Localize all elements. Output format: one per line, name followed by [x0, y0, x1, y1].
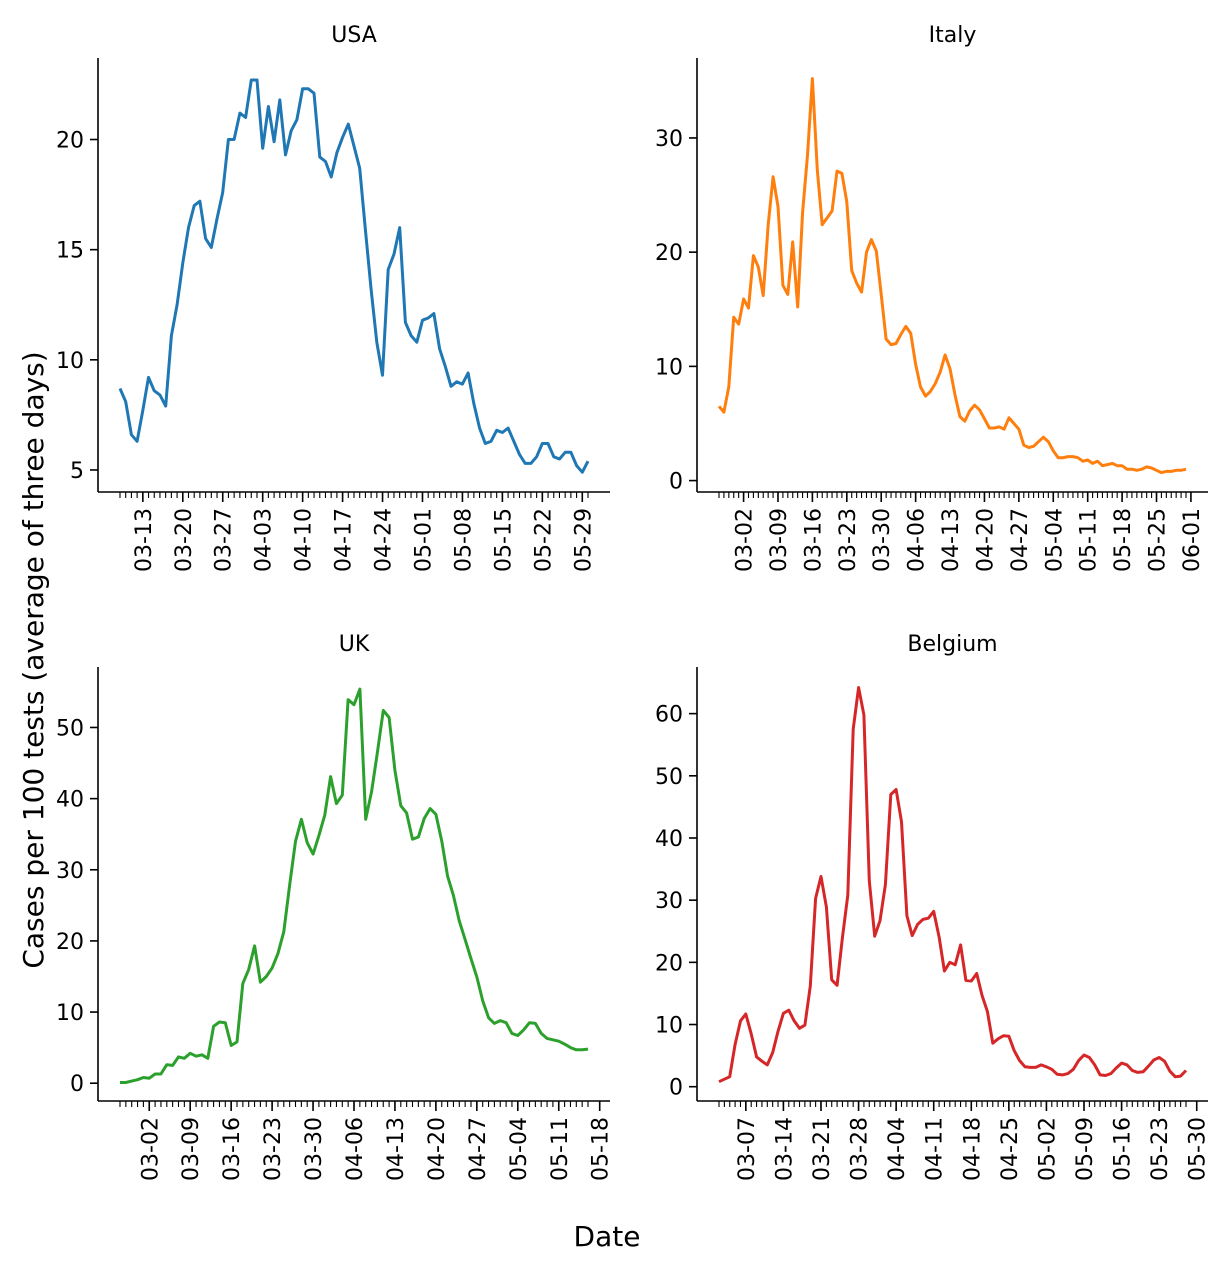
uk-y-tick-label: 20 [56, 930, 84, 955]
belgium-x-tick-label: 04-18 [960, 1117, 985, 1181]
belgium-y-tick-label: 60 [655, 703, 683, 728]
italy-x-tick-label: 05-04 [1042, 508, 1067, 572]
uk-y-tick-label: 0 [70, 1072, 84, 1097]
italy-y-tick-label: 10 [655, 355, 683, 380]
italy-y-tick-label: 30 [655, 127, 683, 152]
belgium-x-tick-label: 04-04 [885, 1117, 910, 1181]
usa-x-tick-label: 05-08 [451, 508, 476, 572]
belgium-x-tick-label: 03-28 [848, 1117, 873, 1181]
italy-x-tick-label: 05-18 [1111, 508, 1136, 572]
italy-x-tick-label: 05-25 [1146, 508, 1171, 572]
usa-x-tick-label: 04-24 [372, 508, 397, 572]
usa-series-line [118, 78, 590, 474]
belgium-y-tick-label: 10 [655, 1014, 683, 1039]
belgium-title: Belgium [907, 632, 997, 657]
italy-x-tick-label: 04-27 [1008, 508, 1033, 572]
usa-x-tick-label: 03-13 [132, 508, 157, 572]
belgium-x-tick-label: 05-30 [1186, 1117, 1211, 1181]
usa-x-tick-label: 03-27 [212, 508, 237, 572]
belgium-x-tick-label: 04-11 [923, 1117, 948, 1181]
usa-y-tick-label: 15 [56, 239, 84, 264]
belgium-y-tick-label: 40 [655, 827, 683, 852]
uk-series-line [120, 687, 589, 1084]
uk-x-tick-label: 05-04 [507, 1117, 532, 1181]
uk-x-tick-label: 03-16 [220, 1117, 245, 1181]
uk-y-tick-label: 30 [56, 859, 84, 884]
figure-ylabel: Cases per 100 tests (average of three da… [17, 351, 50, 968]
italy-x-tick-label: 03-16 [801, 508, 826, 572]
uk-x-tick-label: 03-30 [302, 1117, 327, 1181]
uk-y-tick-label: 50 [56, 716, 84, 741]
uk-x-tick-label: 04-06 [343, 1117, 368, 1181]
usa-x-tick-label: 05-15 [491, 508, 516, 572]
chart-panel-usa: USA 5 10 15 20 03-13 03-20 03-27 04-03 04-10 04-17… [56, 23, 610, 572]
italy-y-tick-label: 0 [669, 470, 683, 495]
belgium-x-tick-label: 05-02 [1035, 1117, 1060, 1181]
figure-xlabel: Date [574, 1220, 641, 1253]
belgium-x-tick-label: 05-23 [1148, 1117, 1173, 1181]
italy-x-tick-label: 03-09 [767, 508, 792, 572]
usa-x-tick-label: 05-22 [531, 508, 556, 572]
uk-y-tick-label: 40 [56, 788, 84, 813]
uk-y-tick-label: 10 [56, 1001, 84, 1026]
usa-x-tick-label: 03-20 [172, 508, 197, 572]
uk-x-tick-label: 05-11 [548, 1117, 573, 1181]
uk-x-tick-label: 04-27 [466, 1117, 491, 1181]
belgium-x-tick-label: 03-14 [772, 1117, 797, 1181]
chart-panel-italy: Italy 0 10 20 30 03-02 03-09 03-16 03-23 03-30 04-… [655, 23, 1208, 572]
italy-x-tick-label: 03-02 [733, 508, 758, 572]
usa-x-tick-label: 05-29 [571, 508, 596, 572]
usa-y-tick-label: 10 [56, 349, 84, 374]
belgium-y-tick-label: 20 [655, 951, 683, 976]
uk-x-tick-label: 04-13 [384, 1117, 409, 1181]
belgium-x-tick-label: 04-25 [998, 1117, 1023, 1181]
belgium-x-tick-label: 05-16 [1111, 1117, 1136, 1181]
italy-y-tick-label: 20 [655, 241, 683, 266]
belgium-x-tick-label: 03-21 [810, 1117, 835, 1181]
usa-x-tick-label: 05-01 [411, 508, 436, 572]
belgium-y-tick-label: 50 [655, 765, 683, 790]
uk-x-tick-label: 03-09 [179, 1117, 204, 1181]
italy-x-tick-label: 06-01 [1180, 508, 1205, 572]
usa-x-tick-label: 04-03 [252, 508, 277, 572]
italy-x-tick-label: 03-30 [870, 508, 895, 572]
uk-x-tick-label: 03-23 [261, 1117, 286, 1181]
belgium-y-tick-label: 0 [669, 1076, 683, 1101]
usa-y-tick-label: 20 [56, 129, 84, 154]
italy-title: Italy [929, 23, 977, 48]
belgium-series-line [718, 686, 1188, 1084]
italy-x-tick-label: 04-20 [973, 508, 998, 572]
chart-panel-belgium: Belgium 0 10 20 30 40 50 60 03-07 03-14 03-21 03-28… [655, 632, 1211, 1181]
italy-x-tick-label: 04-06 [905, 508, 930, 572]
italy-series-line [717, 77, 1187, 475]
usa-x-tick-label: 04-10 [292, 508, 317, 572]
uk-x-tick-label: 03-02 [138, 1117, 163, 1181]
usa-title: USA [331, 23, 377, 48]
uk-title: UK [339, 632, 370, 657]
belgium-y-tick-label: 30 [655, 889, 683, 914]
italy-x-tick-label: 05-11 [1077, 508, 1102, 572]
belgium-x-tick-label: 05-09 [1073, 1117, 1098, 1181]
usa-x-tick-label: 04-17 [332, 508, 357, 572]
uk-x-tick-label: 05-18 [589, 1117, 614, 1181]
belgium-x-tick-label: 03-07 [735, 1117, 760, 1181]
usa-y-tick-label: 5 [70, 459, 84, 484]
uk-x-tick-label: 04-20 [425, 1117, 450, 1181]
italy-x-tick-label: 04-13 [939, 508, 964, 572]
chart-panel-uk: UK 0 10 20 30 40 50 03-02 03-09 03-16 03-23 03-30 04… [56, 632, 614, 1181]
italy-x-tick-label: 03-23 [836, 508, 861, 572]
